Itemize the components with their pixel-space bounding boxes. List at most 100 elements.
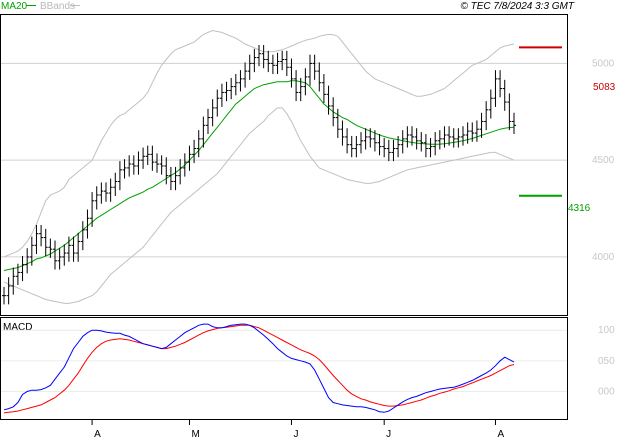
price-bar: [34, 225, 39, 255]
price-bar: [117, 161, 122, 191]
price-bar: [433, 132, 438, 156]
price-bar: [266, 50, 271, 73]
price-bar: [233, 74, 238, 96]
price-bar: [53, 240, 57, 270]
price-bar: [155, 153, 159, 173]
price-bar: [243, 62, 248, 88]
macd-line: [3, 323, 515, 413]
price-bar: [405, 126, 410, 148]
price-bar: [456, 128, 461, 148]
price-bar: [377, 134, 382, 156]
price-bar: [94, 186, 99, 210]
price-bar: [400, 130, 405, 154]
price-bar: [150, 145, 155, 171]
macd-panel-frame: [0, 317, 568, 420]
price-bar: [437, 130, 442, 150]
price-bar: [141, 147, 146, 169]
price-bar: [62, 244, 67, 266]
price-bar: [182, 153, 187, 177]
price-bar: [99, 182, 104, 204]
x-tick-label: A: [497, 429, 504, 440]
price-bar: [442, 126, 447, 148]
price-bar: [206, 108, 210, 135]
price-bar: [159, 155, 164, 175]
price-bar: [479, 112, 484, 138]
price-bar: [43, 228, 48, 256]
price-bar: [382, 137, 387, 158]
price-bar: [447, 126, 452, 146]
price-bar: [48, 238, 53, 258]
price-bar: [164, 157, 169, 185]
price-bar: [465, 122, 470, 144]
price-bar: [104, 182, 108, 202]
price-bar: [317, 62, 322, 92]
price-bar: [391, 139, 396, 162]
price-bar: [321, 74, 326, 104]
price-bar: [326, 85, 331, 115]
price-bar: [484, 101, 489, 131]
price-bar: [215, 89, 220, 117]
price-bar: [229, 77, 234, 100]
price-bar: [419, 132, 424, 152]
price-bar: [451, 128, 456, 148]
price-bar: [354, 135, 359, 158]
price-bar: [15, 263, 20, 285]
price-bar: [257, 45, 261, 67]
price-bar: [20, 255, 25, 282]
price-bar: [29, 236, 34, 266]
price-bar: [498, 70, 503, 98]
price-bar: [284, 50, 289, 76]
price-bar: [289, 58, 294, 88]
price-bar: [76, 232, 81, 262]
price-bar: [423, 134, 428, 158]
price-bar: [345, 128, 350, 154]
x-tick-label: J: [293, 429, 298, 440]
price-bar: [11, 267, 16, 295]
price-bar: [6, 277, 11, 305]
price-bar: [349, 135, 354, 158]
price-bar: [512, 112, 516, 135]
price-bar: [136, 151, 141, 175]
price-bar: [192, 139, 197, 164]
price-bar: [201, 116, 206, 148]
price-bar: [39, 225, 44, 247]
price-bar: [252, 48, 257, 73]
macd-y-tick-label: 000: [598, 386, 615, 397]
price-bar: [131, 155, 136, 175]
price-bar: [2, 286, 6, 305]
macd-label: MACD: [3, 322, 32, 333]
price-bar: [363, 128, 368, 150]
price-bar: [261, 45, 266, 69]
price-bar: [428, 137, 433, 158]
price-bar: [178, 159, 183, 185]
ma20-line: [3, 80, 515, 271]
chart-timestamp: © TEC 7/8/2024 3:3 GMT: [460, 1, 574, 12]
macd-y-tick-label: 100: [598, 325, 615, 336]
macd-signal-line: [3, 324, 515, 414]
bband-lower-line: [3, 107, 515, 304]
price-bar: [414, 128, 419, 150]
price-bar: [71, 236, 76, 262]
legend-ma20: MA20: [1, 1, 28, 12]
price-bar: [122, 159, 127, 179]
price-bar: [335, 108, 340, 138]
price-bar: [66, 236, 71, 262]
price-bar: [247, 54, 252, 80]
price-bar: [502, 79, 507, 111]
legend-bbands: BBands: [40, 1, 75, 12]
macd-y-tick-label: 050: [598, 356, 615, 367]
price-bar: [359, 132, 363, 154]
price-bar: [368, 128, 373, 148]
price-bar: [275, 52, 280, 75]
price-bar: [210, 99, 215, 127]
price-bar: [224, 81, 229, 102]
x-tick-label: J: [386, 429, 391, 440]
price-bar: [507, 93, 512, 131]
price-bar: [90, 192, 95, 227]
price-bar: [127, 155, 132, 177]
price-bar: [470, 122, 475, 142]
price-bar: [493, 70, 498, 107]
price-bar: [303, 68, 308, 96]
price-bar: [331, 97, 336, 127]
